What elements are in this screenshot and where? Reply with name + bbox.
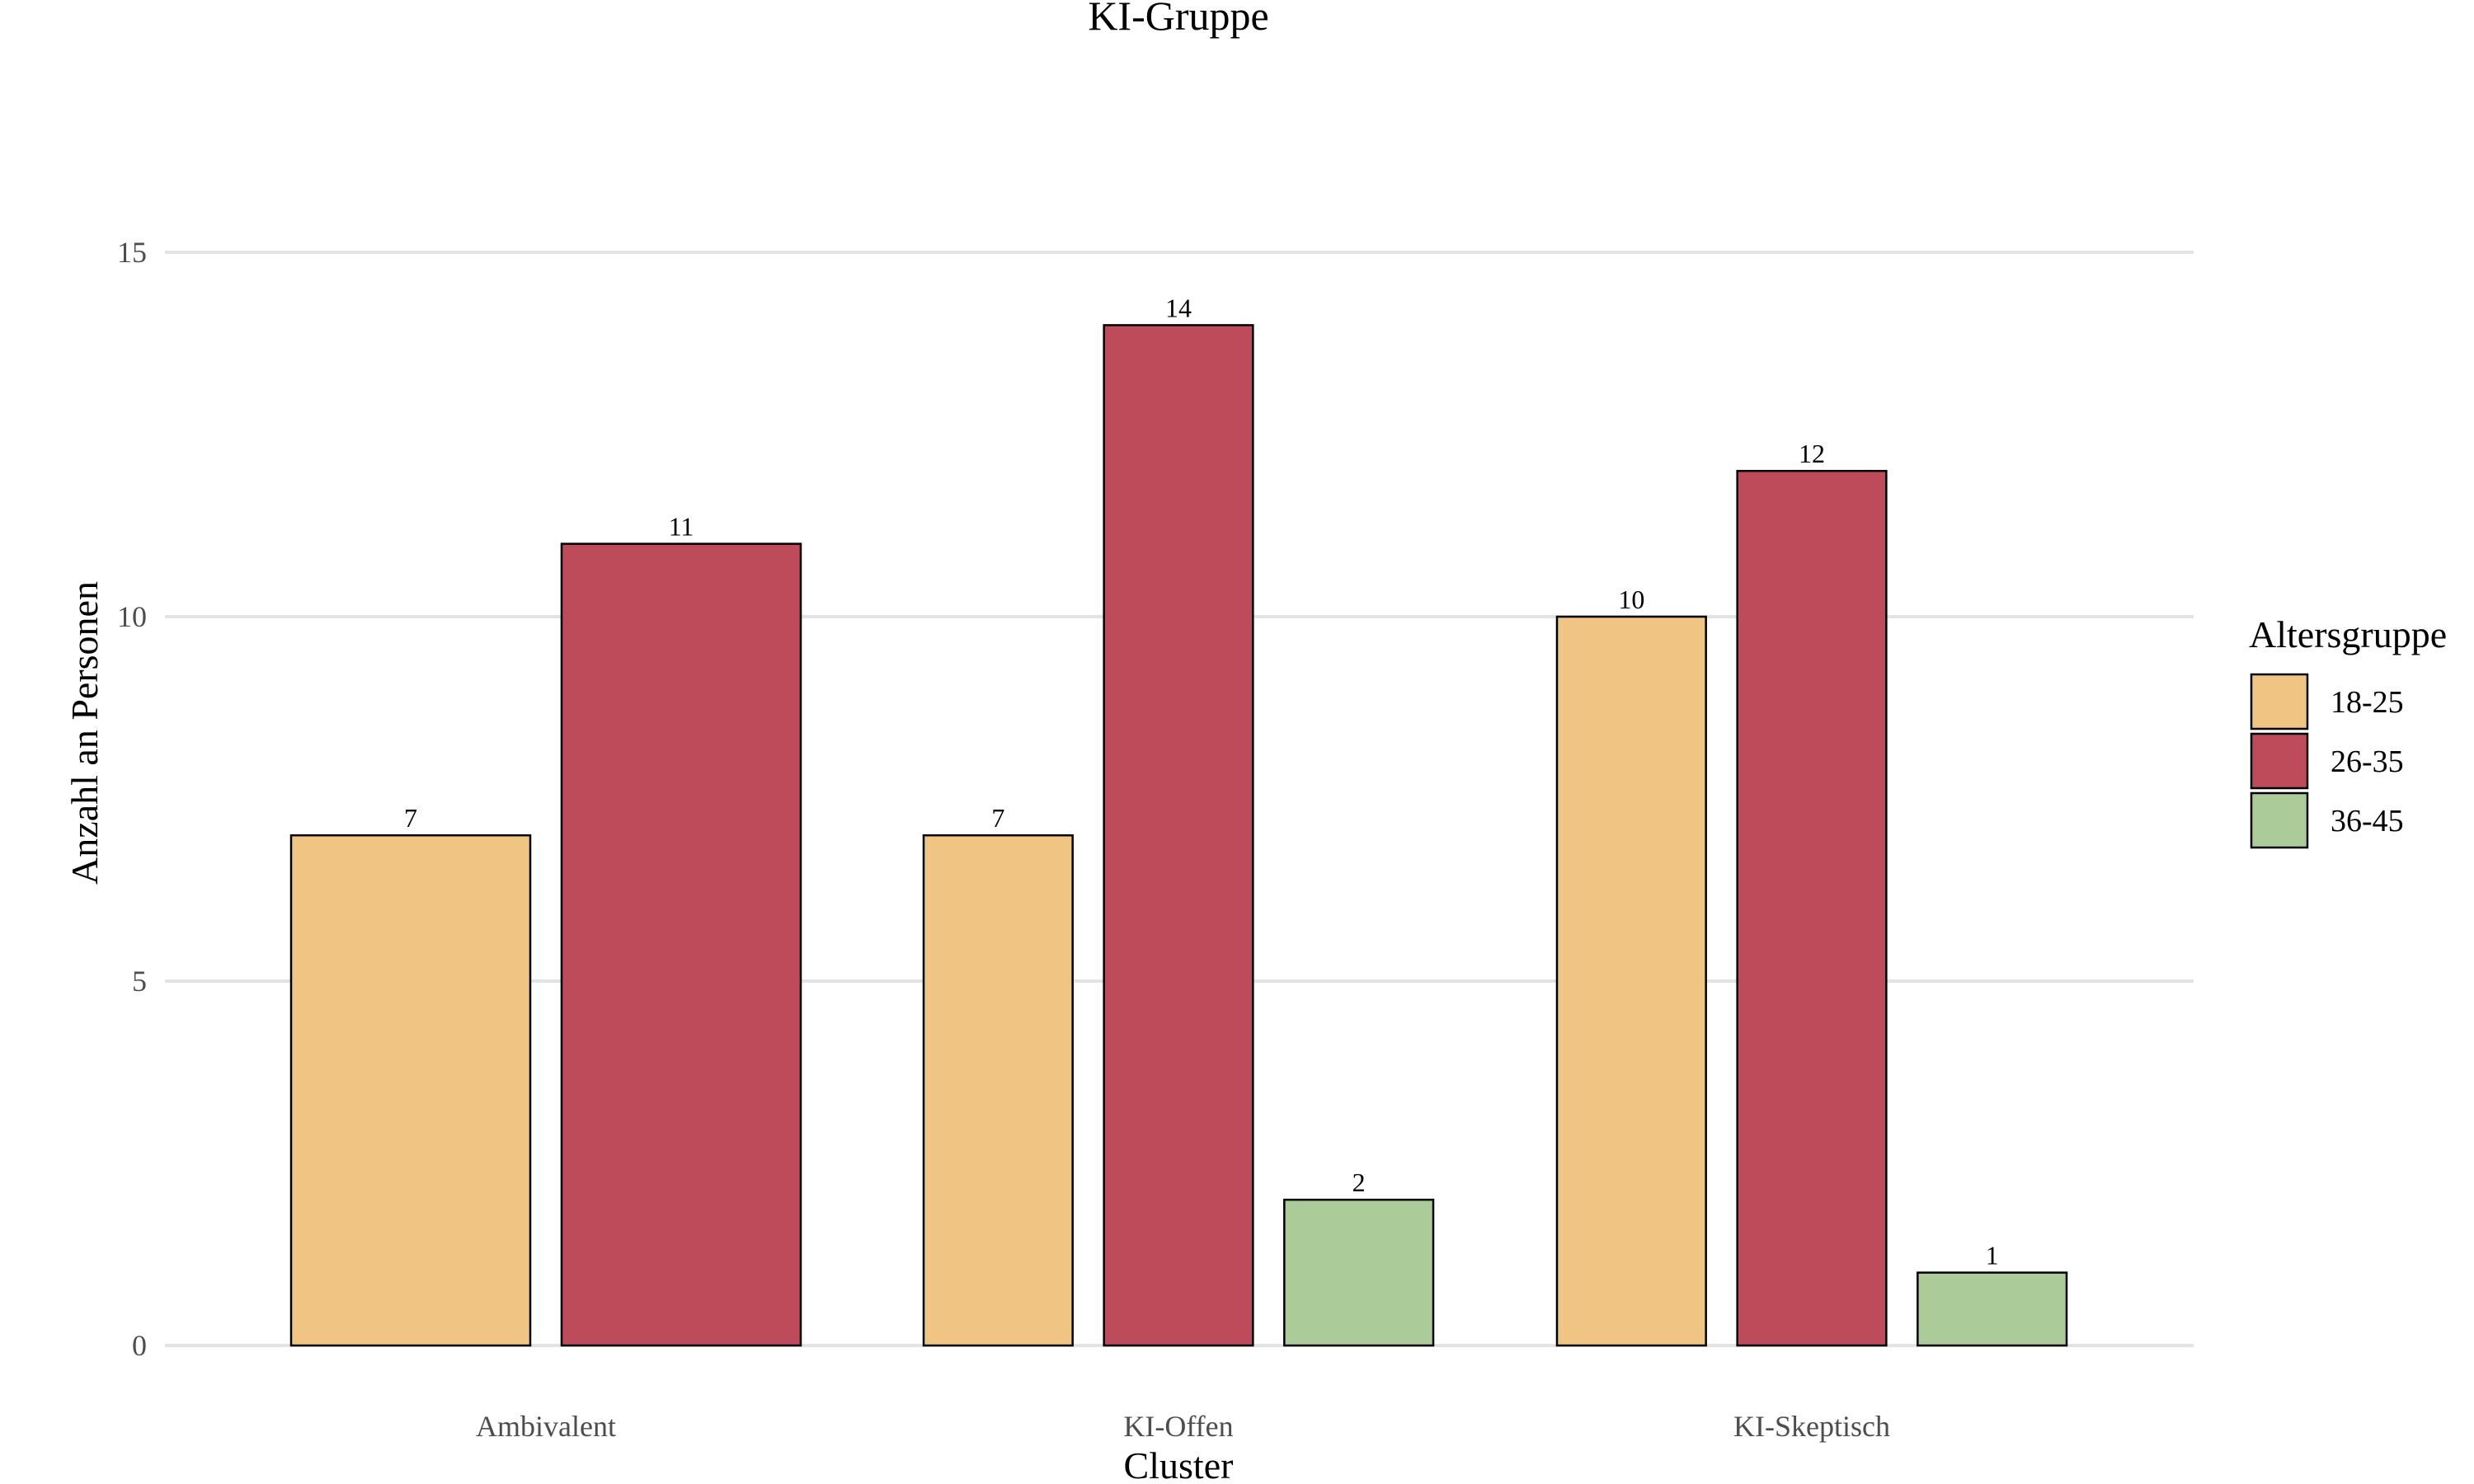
data-label: 10 — [1618, 585, 1644, 614]
legend-label: 26-35 — [2331, 744, 2404, 779]
bar-ki-offen-26-35 — [1103, 324, 1254, 1347]
y-tick-label: 5 — [132, 965, 147, 998]
y-tick-label: 0 — [132, 1329, 147, 1362]
legend-swatch — [2250, 673, 2309, 730]
legend-label: 36-45 — [2331, 804, 2404, 838]
data-labels: 7 11 7 14 2 10 12 1 — [404, 293, 1999, 1270]
bar-ki-skeptisch-18-25 — [1555, 615, 1707, 1347]
bar-ambivalent-18-25 — [289, 834, 532, 1347]
x-axis-ticks: Ambivalent KI-Offen KI-Skeptisch — [476, 1410, 1890, 1443]
data-label: 11 — [669, 512, 694, 542]
bar-ki-skeptisch-26-35 — [1736, 469, 1888, 1347]
data-label: 12 — [1799, 439, 1825, 468]
bar-ambivalent-26-35 — [560, 542, 802, 1347]
legend-swatch — [2250, 732, 2309, 790]
data-label: 2 — [1352, 1167, 1366, 1197]
legend-swatch — [2250, 791, 2309, 849]
y-axis-ticks: 0 5 10 15 — [117, 236, 147, 1362]
bar-ki-skeptisch-36-45 — [1917, 1271, 2068, 1347]
legend: Altersgruppe 18-25 26-35 36-45 — [2249, 613, 2447, 849]
x-axis-title: Cluster — [1124, 1444, 1234, 1484]
data-label: 1 — [1986, 1241, 1999, 1270]
x-tick-label: Ambivalent — [476, 1410, 616, 1443]
y-tick-label: 15 — [117, 236, 147, 269]
y-axis-title: Anzahl an Personen — [63, 581, 106, 885]
bar-ki-offen-36-45 — [1283, 1198, 1435, 1347]
chart-title: KI-Gruppe — [1088, 0, 1268, 39]
data-label: 7 — [404, 803, 417, 833]
x-tick-label: KI-Offen — [1123, 1410, 1233, 1443]
bars — [289, 324, 2068, 1347]
data-label: 7 — [991, 803, 1004, 833]
bar-ki-offen-18-25 — [922, 834, 1074, 1347]
y-tick-label: 10 — [117, 600, 147, 633]
legend-title: Altersgruppe — [2249, 613, 2447, 655]
legend-label: 18-25 — [2331, 685, 2404, 720]
x-tick-label: KI-Skeptisch — [1733, 1410, 1890, 1443]
data-label: 14 — [1165, 293, 1192, 322]
